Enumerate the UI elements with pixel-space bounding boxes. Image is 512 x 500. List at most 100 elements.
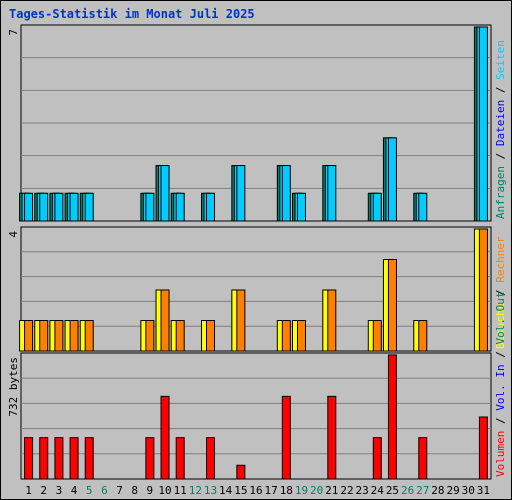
x-tick-label: 7 <box>116 484 123 497</box>
bar-rechner-day-13 <box>206 320 216 352</box>
bar-volumen-day-11 <box>175 437 185 480</box>
bar-seiten-day-25 <box>387 137 397 222</box>
x-tick-label: 2 <box>40 484 47 497</box>
x-tick-label: 31 <box>477 484 490 497</box>
legend-separator: / <box>494 345 507 365</box>
bar-volumen-day-21 <box>327 395 337 480</box>
x-tick-label: 17 <box>265 484 278 497</box>
bar-seiten-day-1 <box>24 192 34 222</box>
bar-seiten-day-2 <box>39 192 49 222</box>
bar-rechner-day-3 <box>54 320 64 352</box>
x-tick-label: 8 <box>131 484 138 497</box>
bar-seiten-day-9 <box>145 192 155 222</box>
x-tick-label: 27 <box>416 484 429 497</box>
bar-seiten-day-3 <box>54 192 64 222</box>
legend-requests: Anfragen / Dateien / Seiten <box>494 40 507 219</box>
x-tick-label: 6 <box>101 484 108 497</box>
x-tick-label: 3 <box>56 484 63 497</box>
bar-volumen-day-2 <box>39 437 49 480</box>
plot-area-volume <box>20 352 492 480</box>
bar-volumen-day-27 <box>418 437 428 480</box>
bar-rechner-day-19 <box>296 320 306 352</box>
x-tick-label: 22 <box>340 484 353 497</box>
bar-seiten-day-15 <box>236 165 246 222</box>
bar-rechner-day-18 <box>281 320 291 352</box>
x-tick-label: 19 <box>295 484 308 497</box>
x-tick-label: 18 <box>280 484 293 497</box>
x-tick-label: 30 <box>462 484 475 497</box>
legend-separator: / <box>494 283 507 303</box>
bar-volumen-day-15 <box>236 464 246 480</box>
y-max-label-visits: 4 <box>7 231 20 238</box>
x-tick-label: 5 <box>86 484 93 497</box>
bar-seiten-day-27 <box>418 192 428 222</box>
x-tick-label: 12 <box>189 484 202 497</box>
x-tick-label: 28 <box>431 484 444 497</box>
legend-item: Anfragen <box>494 166 507 219</box>
bar-seiten-day-19 <box>296 192 306 222</box>
y-max-label-volume: 732 bytes <box>7 357 20 417</box>
bar-volumen-day-9 <box>145 437 155 480</box>
bar-rechner-day-25 <box>387 259 397 352</box>
bar-seiten-day-10 <box>160 165 170 222</box>
bar-seiten-day-18 <box>281 165 291 222</box>
bar-volumen-day-25 <box>387 354 397 480</box>
legend-separator: / <box>494 80 507 100</box>
bar-rechner-day-24 <box>372 320 382 352</box>
bar-volumen-day-18 <box>281 395 291 480</box>
legend-separator: / <box>494 146 507 166</box>
legend-separator: / <box>494 411 507 431</box>
bar-rechner-day-10 <box>160 289 170 352</box>
bar-volumen-day-24 <box>372 437 382 480</box>
x-tick-label: 14 <box>219 484 233 497</box>
bar-rechner-day-1 <box>24 320 34 352</box>
bar-rechner-day-9 <box>145 320 155 352</box>
bar-rechner-day-2 <box>39 320 49 352</box>
plot-area-visits <box>20 226 492 352</box>
bar-volumen-day-4 <box>69 437 79 480</box>
bar-rechner-day-5 <box>84 320 94 352</box>
bar-seiten-day-21 <box>327 165 337 222</box>
x-tick-label: 11 <box>174 484 187 497</box>
legend-item: Besuche <box>494 303 507 349</box>
bar-seiten-day-13 <box>206 192 216 222</box>
bar-volumen-day-5 <box>84 437 94 480</box>
x-tick-label: 26 <box>401 484 414 497</box>
x-tick-label: 15 <box>234 484 247 497</box>
x-tick-label: 23 <box>356 484 369 497</box>
bar-volumen-day-31 <box>478 416 488 480</box>
bar-rechner-day-21 <box>327 289 337 352</box>
bar-volumen-day-10 <box>160 395 170 480</box>
bar-seiten-day-11 <box>175 192 185 222</box>
x-tick-label: 20 <box>310 484 323 497</box>
legend-item: Vol. In <box>494 364 507 410</box>
bar-rechner-day-15 <box>236 289 246 352</box>
legend-item: Seiten <box>494 40 507 80</box>
legend-item: Vol. Out <box>494 292 507 345</box>
bar-volumen-day-13 <box>206 437 216 480</box>
bar-seiten-day-24 <box>372 192 382 222</box>
x-tick-label: 16 <box>249 484 262 497</box>
x-tick-label: 21 <box>325 484 338 497</box>
legend-item: Rechner <box>494 236 507 283</box>
y-max-label-requests: 7 <box>7 29 20 36</box>
legend-visits: Besuche / Rechner <box>494 236 507 349</box>
bar-volumen-day-1 <box>24 437 34 480</box>
bar-seiten-day-31 <box>478 26 488 222</box>
x-tick-label: 29 <box>446 484 459 497</box>
x-tick-label: 4 <box>71 484 78 497</box>
chart-title: Tages-Statistik im Monat Juli 2025 <box>9 7 255 21</box>
bar-seiten-day-4 <box>69 192 79 222</box>
bar-seiten-day-5 <box>84 192 94 222</box>
legend-volume: Volumen / Vol. In / Vol. Out <box>494 292 507 477</box>
x-tick-label: 10 <box>158 484 171 497</box>
x-tick-label: 25 <box>386 484 399 497</box>
legend-item: Volumen <box>494 431 507 477</box>
x-tick-label: 1 <box>25 484 32 497</box>
bar-rechner-day-31 <box>478 228 488 352</box>
x-tick-label: 24 <box>371 484 385 497</box>
bar-rechner-day-27 <box>418 320 428 352</box>
x-tick-label: 9 <box>147 484 154 497</box>
